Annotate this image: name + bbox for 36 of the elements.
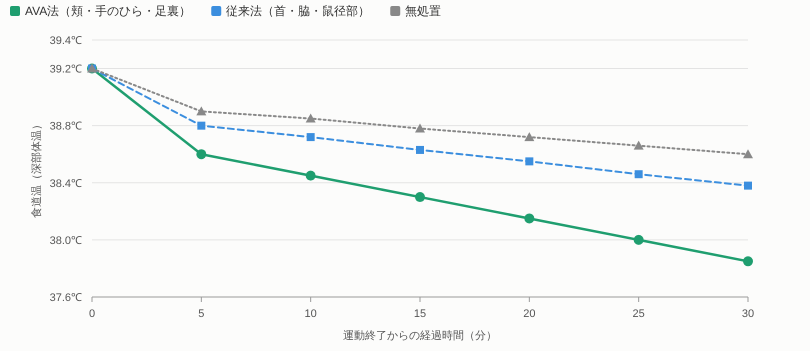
point — [743, 149, 753, 158]
point — [634, 170, 643, 178]
legend-label: 無処置 — [405, 4, 442, 18]
point — [525, 157, 534, 166]
x-tick-label: 30 — [742, 308, 754, 320]
point — [306, 170, 316, 181]
x-tick-label: 5 — [198, 308, 204, 320]
y-tick-label: 38.0℃ — [50, 234, 82, 247]
point — [743, 256, 753, 266]
point — [306, 114, 316, 123]
x-tick-label: 15 — [414, 308, 426, 320]
point — [196, 106, 206, 116]
point — [197, 122, 206, 130]
point — [634, 234, 644, 245]
point — [196, 149, 206, 160]
x-tick-label: 0 — [88, 308, 96, 320]
legend-label: AVA法（頬・手のひら・足裏） — [25, 4, 192, 18]
point — [415, 124, 425, 133]
legend-label: 従来法（首・脇・鼠径部） — [226, 4, 370, 18]
point — [415, 192, 425, 202]
y-tick-label: 37.6℃ — [50, 292, 82, 304]
point — [306, 133, 315, 142]
point — [634, 140, 644, 150]
x-axis-title: 運動終了からの経過時間（分） — [343, 329, 497, 342]
point — [524, 213, 534, 224]
x-tick-label: 10 — [304, 308, 317, 320]
point — [744, 182, 752, 190]
x-tick-label: 20 — [523, 308, 536, 320]
y-tick-label: 38.4℃ — [50, 178, 82, 190]
x-tick-label: 25 — [632, 308, 645, 320]
y-tick-label: 39.4℃ — [50, 35, 82, 47]
y-tick-label: 38.8℃ — [50, 120, 82, 133]
point — [416, 146, 424, 154]
point — [524, 132, 534, 142]
y-tick-label: 39.2℃ — [50, 64, 82, 76]
y-axis-title: 食道温（深部体温） — [30, 119, 43, 218]
